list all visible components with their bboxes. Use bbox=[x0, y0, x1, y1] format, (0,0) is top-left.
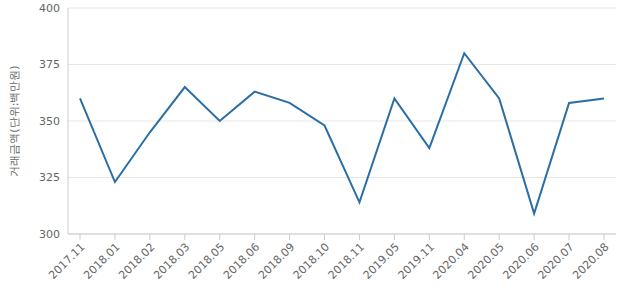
svg-text:2018.02: 2018.02 bbox=[116, 240, 157, 281]
svg-text:2020.06: 2020.06 bbox=[500, 240, 541, 281]
svg-text:2020.04: 2020.04 bbox=[431, 240, 472, 281]
svg-text:거래금액(단위:백만원): 거래금액(단위:백만원) bbox=[8, 65, 21, 176]
svg-text:2020.07: 2020.07 bbox=[535, 240, 576, 281]
svg-text:2018.01: 2018.01 bbox=[81, 240, 122, 281]
svg-text:2020.05: 2020.05 bbox=[465, 240, 506, 281]
svg-text:2018.10: 2018.10 bbox=[291, 240, 332, 281]
svg-text:2019.05: 2019.05 bbox=[361, 240, 402, 281]
svg-text:2018.09: 2018.09 bbox=[256, 240, 297, 281]
svg-text:2018.11: 2018.11 bbox=[326, 240, 367, 281]
svg-text:325: 325 bbox=[39, 171, 60, 184]
svg-text:2017.11: 2017.11 bbox=[46, 240, 87, 281]
svg-text:2018.05: 2018.05 bbox=[186, 240, 227, 281]
svg-text:2018.03: 2018.03 bbox=[151, 240, 192, 281]
svg-text:2018.06: 2018.06 bbox=[221, 240, 262, 281]
svg-text:300: 300 bbox=[39, 228, 60, 241]
svg-text:400: 400 bbox=[39, 2, 60, 15]
svg-text:375: 375 bbox=[39, 58, 60, 71]
svg-text:350: 350 bbox=[39, 115, 60, 128]
svg-text:2020.08: 2020.08 bbox=[570, 240, 611, 281]
svg-text:2019.11: 2019.11 bbox=[396, 240, 437, 281]
